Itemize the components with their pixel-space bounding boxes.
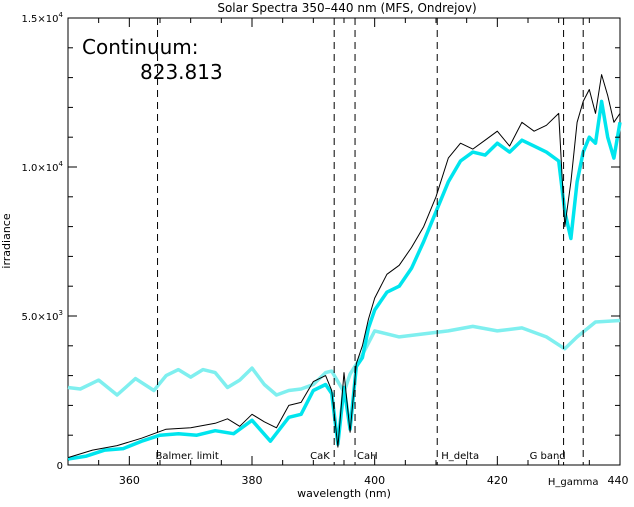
series-layer	[67, 74, 622, 461]
plot-area: Balmer. limit CaK CaH H_delta G band H_gamma	[67, 17, 622, 488]
marker-label: CaH	[357, 451, 378, 462]
marker-label: H_delta	[441, 451, 479, 462]
annotation-label: Continuum:	[82, 35, 199, 59]
marker-label: Balmer. limit	[156, 451, 219, 462]
x-tick-label: 440	[608, 474, 629, 487]
annotation-value: 823.813	[140, 60, 223, 84]
marker-label: H_gamma	[548, 477, 599, 488]
chart-title: Solar Spectra 350–440 nm (MFS, Ondrejov)	[217, 1, 476, 15]
y-tick-label: 5.0×103	[22, 309, 63, 323]
series-raw-line	[67, 74, 621, 459]
x-axis: 360 380 400 420 440	[67, 18, 629, 487]
y-tick-label: 0	[57, 461, 63, 472]
x-tick-label: 380	[242, 474, 263, 487]
marker-label: CaK	[310, 451, 330, 462]
y-tick-label: 1.5×104	[22, 11, 64, 25]
annotation: Continuum: 823.813	[82, 35, 223, 84]
x-tick-label: 360	[119, 474, 140, 487]
series-continuum-line	[67, 318, 621, 397]
x-axis-label: wavelength (nm)	[297, 487, 391, 500]
marker-label: G band	[530, 451, 566, 462]
marker-layer: Balmer. limit CaK CaH H_delta G band H_gamma	[156, 18, 599, 488]
y-axis-label: irradiance	[0, 213, 13, 268]
x-tick-label: 420	[487, 474, 508, 487]
x-tick-label: 400	[364, 474, 385, 487]
series-smoothed-line	[67, 99, 622, 461]
y-tick-label: 1.0×104	[22, 160, 64, 174]
y-axis: 0 5.0×103 1.0×104 1.5×104	[22, 11, 620, 472]
